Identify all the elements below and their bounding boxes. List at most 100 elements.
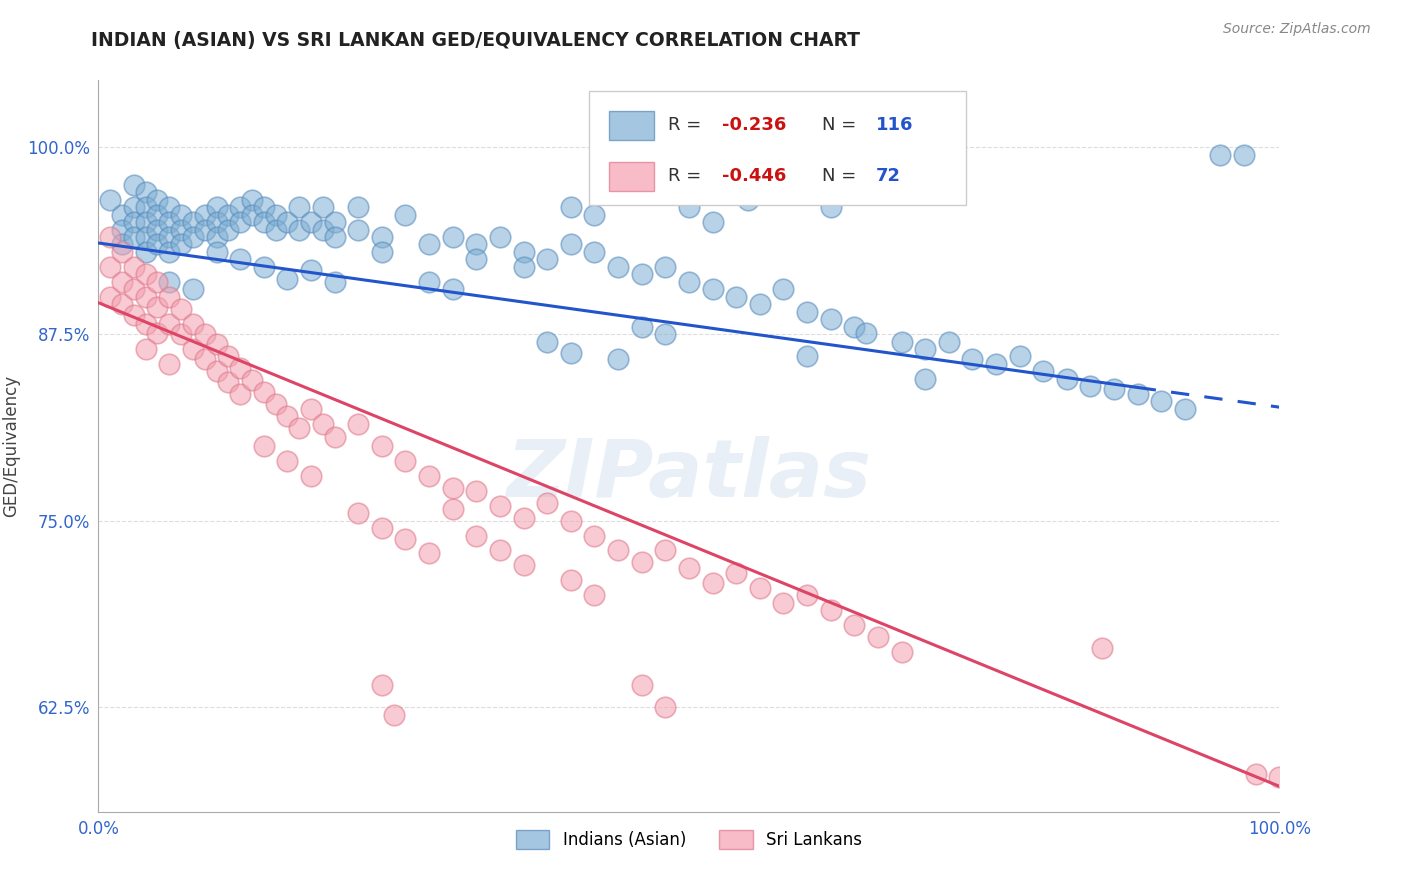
- Point: [844, 319, 866, 334]
- Text: -0.236: -0.236: [723, 116, 786, 135]
- Text: ZIPatlas: ZIPatlas: [506, 436, 872, 515]
- Point: [229, 252, 252, 267]
- Point: [347, 506, 370, 520]
- Point: [229, 200, 252, 214]
- Point: [371, 521, 394, 535]
- Point: [772, 596, 794, 610]
- Point: [914, 342, 936, 356]
- Point: [748, 581, 770, 595]
- Bar: [609, 111, 654, 140]
- Point: [512, 260, 534, 274]
- Point: [217, 222, 239, 236]
- Point: [737, 193, 759, 207]
- Point: [371, 678, 394, 692]
- Point: [312, 417, 335, 431]
- Point: [796, 588, 818, 602]
- Point: [512, 558, 534, 573]
- Point: [394, 532, 416, 546]
- Point: [323, 430, 346, 444]
- Point: [217, 350, 239, 364]
- Point: [157, 275, 180, 289]
- Text: N =: N =: [823, 167, 862, 186]
- Text: INDIAN (ASIAN) VS SRI LANKAN GED/EQUIVALENCY CORRELATION CHART: INDIAN (ASIAN) VS SRI LANKAN GED/EQUIVAL…: [91, 31, 860, 50]
- Point: [536, 496, 558, 510]
- Point: [194, 326, 217, 341]
- Point: [465, 528, 488, 542]
- Point: [181, 282, 204, 296]
- Text: 116: 116: [876, 116, 912, 135]
- Point: [441, 481, 464, 495]
- Point: [536, 334, 558, 349]
- Point: [240, 208, 263, 222]
- Text: R =: R =: [668, 167, 707, 186]
- Point: [1150, 394, 1173, 409]
- Point: [560, 574, 582, 588]
- Point: [157, 317, 180, 331]
- Point: [146, 300, 169, 314]
- Point: [1126, 386, 1149, 401]
- Point: [418, 275, 440, 289]
- Point: [146, 326, 169, 340]
- Point: [820, 200, 842, 214]
- Point: [536, 252, 558, 267]
- Point: [194, 208, 217, 222]
- Point: [122, 260, 145, 274]
- Point: [418, 468, 440, 483]
- Text: -0.446: -0.446: [723, 167, 786, 186]
- Point: [264, 222, 287, 236]
- Point: [276, 409, 298, 424]
- Point: [1056, 372, 1078, 386]
- Point: [135, 244, 157, 259]
- Point: [299, 215, 322, 229]
- Point: [560, 237, 582, 252]
- Point: [702, 282, 724, 296]
- Point: [111, 244, 134, 259]
- Point: [194, 222, 217, 236]
- Point: [1174, 401, 1197, 416]
- Point: [181, 342, 204, 356]
- Point: [146, 208, 169, 222]
- Point: [170, 208, 193, 222]
- Point: [323, 215, 346, 229]
- Point: [240, 193, 263, 207]
- Point: [240, 373, 263, 387]
- Point: [678, 200, 700, 214]
- Point: [583, 588, 606, 602]
- Point: [276, 454, 298, 468]
- Point: [122, 200, 145, 214]
- Point: [181, 230, 204, 244]
- Point: [560, 200, 582, 214]
- Point: [146, 237, 169, 252]
- Point: [748, 297, 770, 311]
- Point: [98, 260, 121, 274]
- Y-axis label: GED/Equivalency: GED/Equivalency: [3, 375, 20, 517]
- Point: [253, 260, 276, 274]
- Point: [323, 275, 346, 289]
- Point: [217, 375, 239, 389]
- Point: [441, 282, 464, 296]
- Text: Source: ZipAtlas.com: Source: ZipAtlas.com: [1223, 22, 1371, 37]
- Bar: [609, 161, 654, 191]
- Point: [288, 222, 311, 236]
- Point: [205, 364, 228, 378]
- Point: [135, 215, 157, 229]
- Point: [111, 208, 134, 222]
- Point: [253, 200, 276, 214]
- Point: [630, 268, 652, 282]
- Point: [512, 510, 534, 524]
- Point: [560, 346, 582, 360]
- Point: [157, 290, 180, 304]
- Point: [288, 421, 311, 435]
- Point: [135, 268, 157, 282]
- Point: [796, 350, 818, 364]
- Point: [465, 483, 488, 498]
- Point: [253, 439, 276, 453]
- Point: [844, 618, 866, 632]
- Point: [654, 543, 676, 558]
- Point: [323, 230, 346, 244]
- Point: [630, 556, 652, 570]
- Point: [135, 342, 157, 356]
- Point: [1102, 382, 1125, 396]
- Point: [170, 301, 193, 316]
- Point: [194, 352, 217, 367]
